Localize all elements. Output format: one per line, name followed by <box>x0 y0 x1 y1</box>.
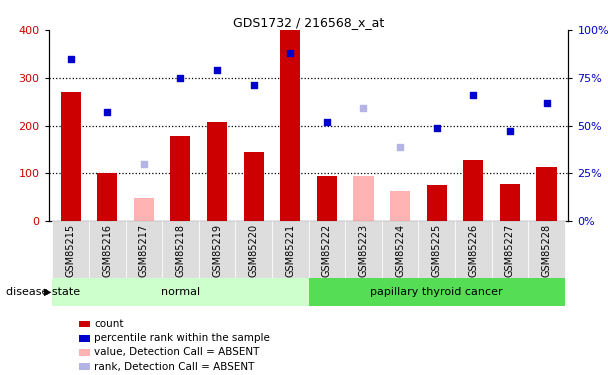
Bar <box>199 221 235 278</box>
Text: percentile rank within the sample: percentile rank within the sample <box>94 333 270 343</box>
Text: GSM85228: GSM85228 <box>542 224 551 277</box>
Point <box>66 56 75 62</box>
Text: GSM85217: GSM85217 <box>139 224 149 277</box>
Bar <box>492 221 528 278</box>
Text: GSM85220: GSM85220 <box>249 224 258 277</box>
Text: GSM85223: GSM85223 <box>359 224 368 277</box>
Bar <box>427 185 447 221</box>
Bar <box>500 184 520 221</box>
Bar <box>125 221 162 278</box>
Point <box>322 119 332 125</box>
Text: value, Detection Call = ABSENT: value, Detection Call = ABSENT <box>94 348 260 357</box>
Bar <box>309 278 565 306</box>
Title: GDS1732 / 216568_x_at: GDS1732 / 216568_x_at <box>233 16 384 29</box>
Text: GSM85219: GSM85219 <box>212 224 222 277</box>
Point <box>139 161 149 167</box>
Bar <box>162 221 199 278</box>
Text: ▶: ▶ <box>44 286 51 297</box>
Bar <box>207 122 227 221</box>
Bar <box>272 221 308 278</box>
Point <box>542 100 551 106</box>
Point <box>505 128 515 134</box>
Text: GSM85227: GSM85227 <box>505 224 515 278</box>
Bar <box>79 321 90 327</box>
Point <box>468 92 478 98</box>
Bar <box>455 221 492 278</box>
Text: normal: normal <box>161 286 200 297</box>
Bar <box>309 221 345 278</box>
Bar <box>79 335 90 342</box>
Bar <box>418 221 455 278</box>
Bar <box>280 30 300 221</box>
Point <box>285 50 295 56</box>
Text: GSM85226: GSM85226 <box>468 224 478 277</box>
Bar <box>390 191 410 221</box>
Point <box>176 75 185 81</box>
Bar <box>235 221 272 278</box>
Bar <box>382 221 418 278</box>
Bar <box>134 198 154 221</box>
Text: GSM85221: GSM85221 <box>285 224 295 277</box>
Bar <box>61 92 81 221</box>
Text: count: count <box>94 319 124 329</box>
Bar <box>79 363 90 370</box>
Bar <box>52 221 89 278</box>
Text: GSM85215: GSM85215 <box>66 224 75 277</box>
Bar <box>353 176 373 221</box>
Text: GSM85224: GSM85224 <box>395 224 405 277</box>
Point <box>395 144 405 150</box>
Bar <box>97 173 117 221</box>
Point <box>432 124 441 130</box>
Text: rank, Detection Call = ABSENT: rank, Detection Call = ABSENT <box>94 362 255 372</box>
Bar <box>79 349 90 356</box>
Bar <box>536 167 556 221</box>
Text: papillary thyroid cancer: papillary thyroid cancer <box>370 286 503 297</box>
Bar <box>317 176 337 221</box>
Bar <box>170 136 190 221</box>
Text: disease state: disease state <box>6 286 80 297</box>
Text: GSM85222: GSM85222 <box>322 224 332 278</box>
Bar <box>463 160 483 221</box>
Bar <box>244 152 264 221</box>
Point <box>102 109 112 115</box>
Text: GSM85216: GSM85216 <box>102 224 112 277</box>
Bar <box>52 278 309 306</box>
Point <box>212 67 222 73</box>
Bar <box>89 221 125 278</box>
Text: GSM85218: GSM85218 <box>176 224 185 277</box>
Point <box>359 105 368 111</box>
Bar <box>528 221 565 278</box>
Point <box>249 82 258 88</box>
Text: GSM85225: GSM85225 <box>432 224 441 278</box>
Bar <box>345 221 382 278</box>
